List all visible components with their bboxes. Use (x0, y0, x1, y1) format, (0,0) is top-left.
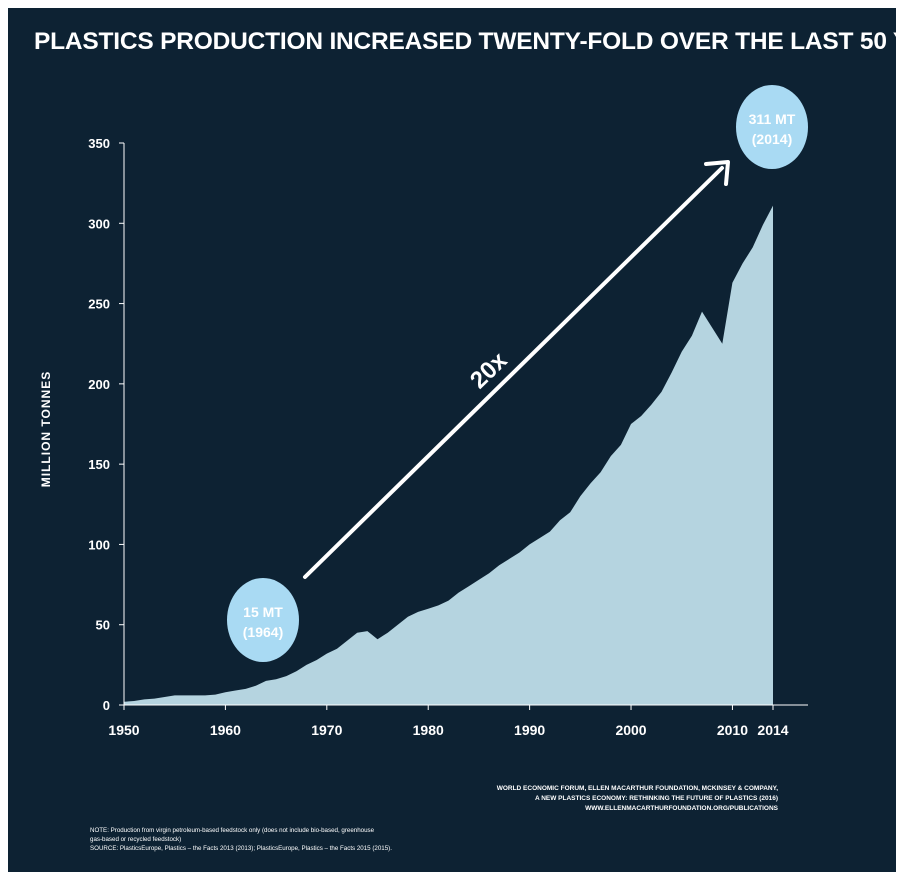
y-tick-label: 250 (88, 297, 110, 312)
plastics-production-chart: 0 50 100 150 200 250 300 350 1950 1960 1970 1980 199… (88, 85, 808, 738)
x-tick-label: 1960 (210, 722, 241, 738)
y-tick-label: 300 (88, 216, 110, 231)
footnotes: NOTE: Production from virgin petroleum-b… (90, 826, 392, 853)
x-tick-label: 2014 (757, 722, 788, 738)
y-tick-label: 50 (96, 618, 110, 633)
annotation-year: (2014) (752, 131, 792, 147)
chart-title: PLASTICS PRODUCTION INCREASED TWENTY-FOL… (34, 28, 896, 55)
annotation-value: 311 MT (749, 111, 796, 127)
x-tick-label: 1970 (311, 722, 342, 738)
x-tick-label: 1950 (108, 722, 139, 738)
y-tick-label: 0 (103, 698, 110, 713)
y-tick-label: 200 (88, 377, 110, 392)
x-tick-label: 2000 (615, 722, 646, 738)
annotation-year: (1964) (243, 624, 283, 640)
annotation-bubble (227, 578, 299, 662)
annotation-value: 15 MT (243, 604, 283, 620)
y-tick-label: 350 (88, 136, 110, 151)
growth-arrow-head (704, 160, 730, 186)
x-tick-label: 2010 (717, 722, 748, 738)
source-line: WWW.ELLENMACARTHURFOUNDATION.ORG/PUBLICA… (585, 805, 778, 812)
note-line: SOURCE: PlasticsEurope, Plastics – the F… (90, 845, 392, 852)
infographic-panel: PLASTICS PRODUCTION INCREASED TWENTY-FOL… (8, 8, 896, 872)
growth-arrow-shaft (303, 166, 724, 579)
source-line: WORLD ECONOMIC FORUM, ELLEN MACARTHUR FO… (496, 785, 778, 792)
note-line: NOTE: Production from virgin petroleum-b… (90, 827, 375, 834)
x-tick-label: 1980 (413, 722, 444, 738)
area-series (124, 205, 773, 705)
source-line: A NEW PLASTICS ECONOMY: RETHINKING THE F… (534, 795, 778, 802)
source-credits: WORLD ECONOMIC FORUM, ELLEN MACARTHUR FO… (497, 784, 778, 814)
y-tick-label: 100 (88, 537, 110, 552)
arrow-label: 20x (465, 347, 513, 395)
x-tick-label: 1990 (514, 722, 545, 738)
y-tick-label: 150 (88, 457, 110, 472)
annotation-bubble (736, 85, 808, 169)
note-line: gas-based or recycled feedstock) (90, 836, 182, 843)
